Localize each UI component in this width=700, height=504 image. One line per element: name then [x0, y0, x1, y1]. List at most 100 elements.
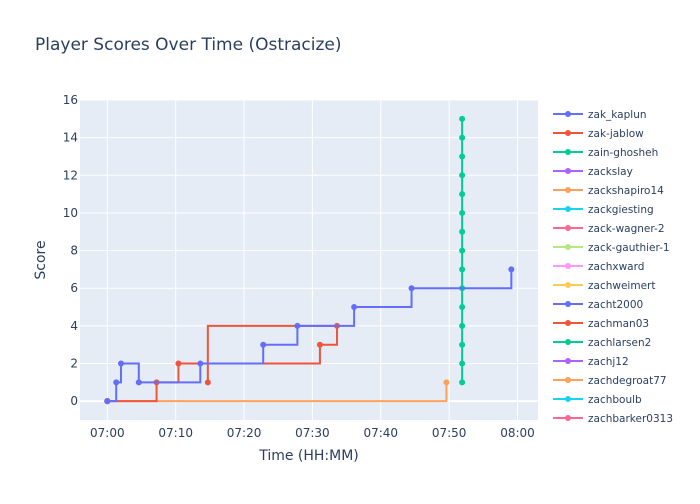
legend-marker	[565, 320, 571, 326]
data-point[interactable]	[459, 209, 466, 216]
legend-label: zachj12	[588, 356, 629, 368]
y-tick-label: 12	[63, 168, 78, 182]
legend-marker	[565, 130, 571, 136]
legend-items: zak_kaplun zak-jablow zain-ghosheh zackslay…	[553, 109, 673, 425]
series-layer	[104, 115, 515, 405]
data-point[interactable]	[459, 379, 466, 386]
data-point[interactable]	[104, 398, 111, 405]
y-tick-label: 10	[63, 206, 78, 220]
legend-label: zacht2000	[588, 299, 643, 311]
legend-marker	[565, 206, 571, 212]
legend-label: zachweimert	[588, 280, 655, 292]
legend-marker	[565, 282, 571, 288]
data-point[interactable]	[316, 341, 323, 348]
data-point[interactable]	[508, 266, 515, 273]
data-point[interactable]	[459, 153, 466, 160]
data-point[interactable]	[459, 228, 466, 235]
data-point[interactable]	[175, 360, 182, 367]
data-point[interactable]	[459, 341, 466, 348]
data-point[interactable]	[459, 266, 466, 273]
x-tick-label: 07:00	[90, 426, 125, 440]
legend-marker	[565, 339, 571, 345]
data-point[interactable]	[459, 191, 466, 198]
data-point[interactable]	[197, 360, 204, 367]
plot-area	[80, 100, 538, 420]
y-tick-label: 8	[70, 244, 78, 258]
data-point[interactable]	[459, 360, 466, 367]
legend-marker	[565, 244, 571, 250]
legend-marker	[565, 168, 571, 174]
data-point[interactable]	[135, 379, 142, 386]
data-point[interactable]	[459, 322, 466, 329]
legend-marker	[565, 187, 571, 193]
legend-label: zack-gauthier-1	[588, 242, 670, 254]
legend-label: zain-ghosheh	[588, 147, 658, 159]
legend-item[interactable]: zachweimert	[553, 280, 655, 292]
x-tick-label: 07:50	[432, 426, 467, 440]
data-point[interactable]	[204, 379, 211, 386]
legend-label: zak-jablow	[588, 128, 644, 140]
legend-item[interactable]: zachxward	[553, 261, 644, 273]
legend-item[interactable]: zackshapiro14	[553, 185, 664, 197]
legend-label: zachman03	[588, 318, 649, 330]
data-point[interactable]	[459, 304, 466, 311]
legend-label: zack-wagner-2	[588, 223, 665, 235]
legend-marker	[565, 301, 571, 307]
legend-marker	[565, 149, 571, 155]
x-tick-label: 07:10	[158, 426, 193, 440]
series-line	[107, 269, 513, 403]
x-tick-label: 08:00	[500, 426, 535, 440]
data-point[interactable]	[408, 285, 415, 292]
ticks: 0 2 4 6 8 10 12 14 16 07:00 07:10 07:20 07:30 07:40 07…	[63, 93, 535, 440]
series-zain-ghosheh	[459, 115, 466, 386]
legend-item[interactable]: zain-ghosheh	[553, 147, 658, 159]
legend-label: zachdegroat77	[588, 375, 667, 387]
data-point[interactable]	[459, 115, 466, 122]
x-tick-label: 07:40	[363, 426, 398, 440]
data-point[interactable]	[260, 341, 267, 348]
legend-label: zachlarsen2	[588, 337, 651, 349]
y-tick-label: 6	[70, 281, 78, 295]
y-tick-label: 4	[70, 319, 78, 333]
legend-marker	[565, 358, 571, 364]
data-point[interactable]	[459, 172, 466, 179]
series-zak_kaplun	[104, 266, 515, 405]
data-point[interactable]	[118, 360, 125, 367]
data-point[interactable]	[459, 247, 466, 254]
legend-item[interactable]: zachboulb	[553, 394, 642, 406]
legend-marker	[565, 377, 571, 383]
y-tick-label: 2	[70, 357, 78, 371]
data-point[interactable]	[113, 379, 120, 386]
data-point[interactable]	[294, 322, 301, 329]
legend-label: zackshapiro14	[588, 185, 664, 197]
legend-marker	[565, 396, 571, 402]
legend-marker	[565, 111, 571, 117]
legend-item[interactable]: zachj12	[553, 356, 629, 368]
legend-item[interactable]: zak_kaplun	[553, 109, 647, 121]
legend-marker	[565, 415, 571, 421]
y-axis-title: Score	[33, 240, 49, 279]
legend-label: zackslay	[588, 166, 633, 178]
legend-label: zackgiesting	[588, 204, 654, 216]
data-point[interactable]	[459, 134, 466, 141]
legend-item[interactable]: zak-jablow	[553, 128, 644, 140]
x-tick-label: 07:20	[227, 426, 262, 440]
legend-item[interactable]: zachlarsen2	[553, 337, 651, 349]
legend-item[interactable]: zacht2000	[553, 299, 643, 311]
data-point[interactable]	[351, 304, 358, 311]
legend-label: zak_kaplun	[588, 109, 647, 121]
legend-item[interactable]: zackslay	[553, 166, 633, 178]
legend-item[interactable]: zachman03	[553, 318, 649, 330]
legend-marker	[565, 263, 571, 269]
data-point[interactable]	[443, 379, 450, 386]
x-axis-title: Time (HH:MM)	[258, 448, 359, 464]
legend-item[interactable]: zachdegroat77	[553, 375, 667, 387]
legend-item[interactable]: zachbarker0313	[553, 413, 673, 425]
legend-item[interactable]: zack-gauthier-1	[553, 242, 670, 254]
legend-item[interactable]: zack-wagner-2	[553, 223, 665, 235]
y-tick-label: 16	[63, 93, 78, 107]
series-line	[107, 324, 339, 403]
legend-item[interactable]: zackgiesting	[553, 204, 654, 216]
